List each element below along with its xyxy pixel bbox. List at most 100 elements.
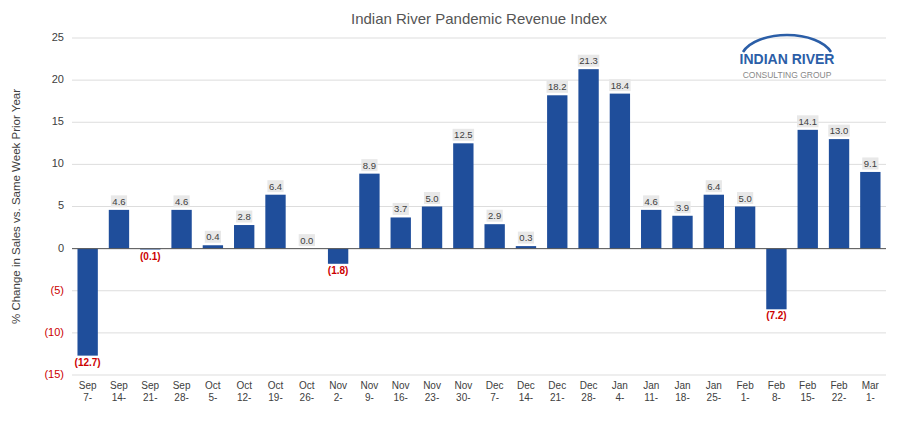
x-tick-line: Nov [423,380,441,391]
data-label-bg [609,79,631,91]
x-tick-label: Sep21- [141,380,159,403]
data-label: 6.4 [707,181,720,192]
bar [203,245,223,248]
data-label-bg [706,180,722,192]
x-tick-label: Feb8- [768,380,786,403]
x-tick-line: Nov [329,380,347,391]
data-label: 21.3 [579,55,598,66]
data-label-bg [674,201,690,213]
data-label: 13.0 [830,125,849,136]
data-label: 0.3 [519,232,532,243]
x-tick-label: Feb1- [736,380,754,403]
x-tick-line: 2- [334,392,343,403]
x-tick-label: Jan18- [674,380,690,403]
x-tick-label: Jan25- [706,380,722,403]
bar [265,195,285,249]
x-tick-line: Nov [361,380,379,391]
y-tick-label: 25 [52,31,64,43]
x-tick-line: 30- [456,392,470,403]
y-tick-label: 15 [52,115,64,127]
logo: INDIAN RIVERCONSULTING GROUP [740,35,835,80]
x-tick-line: Nov [392,380,410,391]
grid-line [72,248,886,249]
x-tick-line: 25- [707,392,721,403]
grid-line [72,122,886,123]
x-tick-line: Dec [486,380,504,391]
x-tick-label: Oct5- [205,380,221,403]
data-label-bg [547,81,569,93]
data-label: 12.5 [454,129,473,140]
bar [359,174,379,249]
bar [77,249,97,356]
x-tick-label: Mar1- [862,380,880,403]
y-tick-label: 0 [58,242,64,254]
x-tick-label: Nov16- [392,380,410,403]
bar [704,195,724,249]
x-tick-label: Nov2- [329,380,347,403]
x-tick-line: 22- [832,392,846,403]
x-tick-line: Jan [674,380,690,391]
data-label-bg [797,115,819,127]
x-tick-label: Dec28- [580,380,598,403]
data-label-bg [111,195,127,207]
bar [109,210,129,249]
data-label-bg [299,234,315,246]
data-label-bg [424,192,440,204]
x-tick-line: 19- [268,392,282,403]
x-tick-line: Sep [173,380,191,391]
data-label-bg [267,180,283,192]
x-tick-line: 11- [644,392,658,403]
x-tick-line: 14- [519,392,533,403]
x-tick-line: Mar [862,380,880,391]
x-tick-label: Oct19- [268,380,284,403]
x-tick-label: Jan4- [612,380,628,403]
data-label: 2.9 [488,210,501,221]
x-tick-label: Feb15- [799,380,817,403]
x-tick-line: Dec [517,380,535,391]
data-label: 4.6 [112,196,125,207]
x-tick-label: Dec14- [517,380,535,403]
data-label-bg [173,195,189,207]
x-tick-line: Oct [299,380,315,391]
y-tick-label: (15) [44,368,64,380]
data-label-bg [487,210,503,222]
data-label-bg [205,231,221,243]
x-tick-label: Sep14- [110,380,128,403]
x-tick-line: 7- [83,392,92,403]
data-label: 18.4 [611,80,630,91]
data-label: 8.9 [363,160,376,171]
x-tick-line: Sep [79,380,97,391]
data-label-bg [643,195,659,207]
x-tick-line: Jan [706,380,722,391]
x-tick-line: Dec [548,380,566,391]
bar [860,172,880,249]
data-label-bg [393,203,409,215]
zero-line [72,248,886,249]
data-label: 0.0 [300,235,313,246]
x-tick-line: 8- [772,392,781,403]
data-label: (1.8) [328,265,349,276]
y-tick-label: 20 [52,73,64,85]
x-tick-line: 23- [425,392,439,403]
data-label-bg [361,159,377,171]
data-label: 6.4 [269,181,282,192]
x-tick-line: 26- [300,392,314,403]
x-tick-line: Dec [580,380,598,391]
title: Indian River Pandemic Revenue Index [351,10,607,27]
grid-line [72,290,886,291]
x-tick-line: Feb [830,380,848,391]
bar [578,69,598,248]
x-tick-line: Feb [736,380,754,391]
data-label-bg [578,55,600,67]
x-tick-label: Nov30- [454,380,472,403]
x-tick-line: 1- [741,392,750,403]
x-tick-line: Oct [205,380,221,391]
x-tick-line: 21- [550,392,564,403]
x-tick-label: Feb22- [830,380,848,403]
data-label: (7.2) [766,310,787,321]
data-label-bg [737,192,753,204]
data-label: 2.8 [238,211,251,222]
x-tick-label: Dec7- [486,380,504,403]
x-tick-line: 1- [866,392,875,403]
bar [641,210,661,249]
